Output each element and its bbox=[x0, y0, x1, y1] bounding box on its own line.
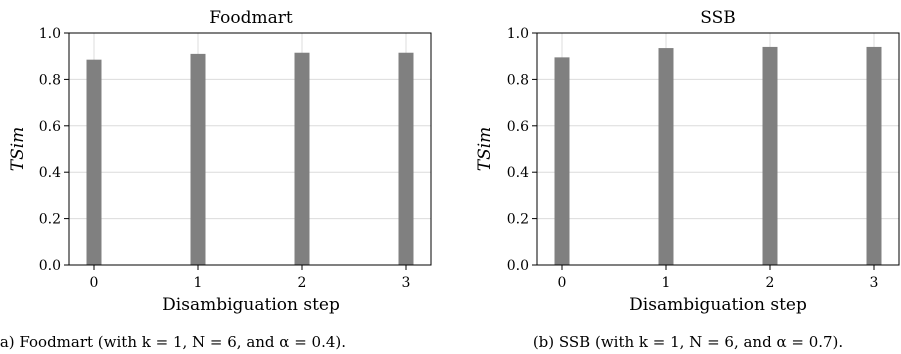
bar bbox=[658, 48, 674, 265]
y-tick-label: 0.2 bbox=[507, 212, 529, 228]
y-tick-label: 0.4 bbox=[507, 165, 529, 181]
caption: (a) Foodmart (with k = 1, N = 6, and α =… bbox=[0, 333, 346, 351]
x-axis-ticks: 0 1 2 3 bbox=[90, 265, 411, 291]
bar bbox=[86, 59, 102, 266]
y-tick-label: 0.8 bbox=[507, 72, 529, 88]
y-tick-label: 0.6 bbox=[39, 119, 61, 135]
x-tick-label: 3 bbox=[870, 275, 879, 291]
bar bbox=[866, 46, 882, 265]
y-tick-label: 0.0 bbox=[507, 258, 529, 274]
x-axis-label: Disambiguation step bbox=[629, 295, 807, 315]
bars bbox=[86, 52, 414, 266]
bar bbox=[398, 52, 414, 265]
y-axis-ticks: 0.0 0.2 0.4 0.6 0.8 1.0 bbox=[39, 26, 69, 274]
y-tick-label: 1.0 bbox=[39, 26, 61, 42]
gridlines bbox=[69, 32, 431, 266]
y-axis-ticks: 0.0 0.2 0.4 0.6 0.8 1.0 bbox=[507, 26, 537, 274]
gridlines bbox=[537, 32, 899, 266]
x-tick-label: 0 bbox=[558, 275, 567, 291]
x-tick-label: 3 bbox=[402, 275, 411, 291]
plot-frame bbox=[68, 32, 432, 266]
bar bbox=[190, 53, 206, 265]
y-tick-label: 0.0 bbox=[39, 258, 61, 274]
y-axis-label: TSim bbox=[8, 127, 28, 172]
y-tick-label: 0.4 bbox=[39, 165, 61, 181]
y-tick-label: 0.2 bbox=[39, 212, 61, 228]
plot-frame bbox=[536, 32, 900, 266]
bars bbox=[554, 46, 882, 265]
x-tick-label: 2 bbox=[298, 275, 307, 291]
chart-ssb: SSB 0.0 0.2 0.4 0.6 0.8 1.0 0 1 2 3 Disambiguati… bbox=[475, 8, 900, 351]
x-tick-label: 1 bbox=[662, 275, 671, 291]
y-tick-label: 0.8 bbox=[39, 72, 61, 88]
bar bbox=[554, 57, 570, 265]
y-tick-label: 0.6 bbox=[507, 119, 529, 135]
chart-title: Foodmart bbox=[209, 8, 293, 28]
y-tick-label: 1.0 bbox=[507, 26, 529, 42]
y-axis-label: TSim bbox=[475, 127, 495, 172]
caption: (b) SSB (with k = 1, N = 6, and α = 0.7)… bbox=[533, 333, 843, 351]
bar bbox=[762, 46, 778, 265]
x-tick-label: 0 bbox=[90, 275, 99, 291]
x-axis-ticks: 0 1 2 3 bbox=[558, 265, 879, 291]
chart-foodmart: Foodmart 0.0 0.2 0.4 0.6 0.8 1.0 0 1 2 3 Disambi… bbox=[0, 8, 432, 351]
x-tick-label: 1 bbox=[194, 275, 203, 291]
chart-title: SSB bbox=[700, 8, 736, 28]
x-tick-label: 2 bbox=[766, 275, 775, 291]
bar bbox=[294, 52, 310, 265]
x-axis-label: Disambiguation step bbox=[162, 295, 340, 315]
